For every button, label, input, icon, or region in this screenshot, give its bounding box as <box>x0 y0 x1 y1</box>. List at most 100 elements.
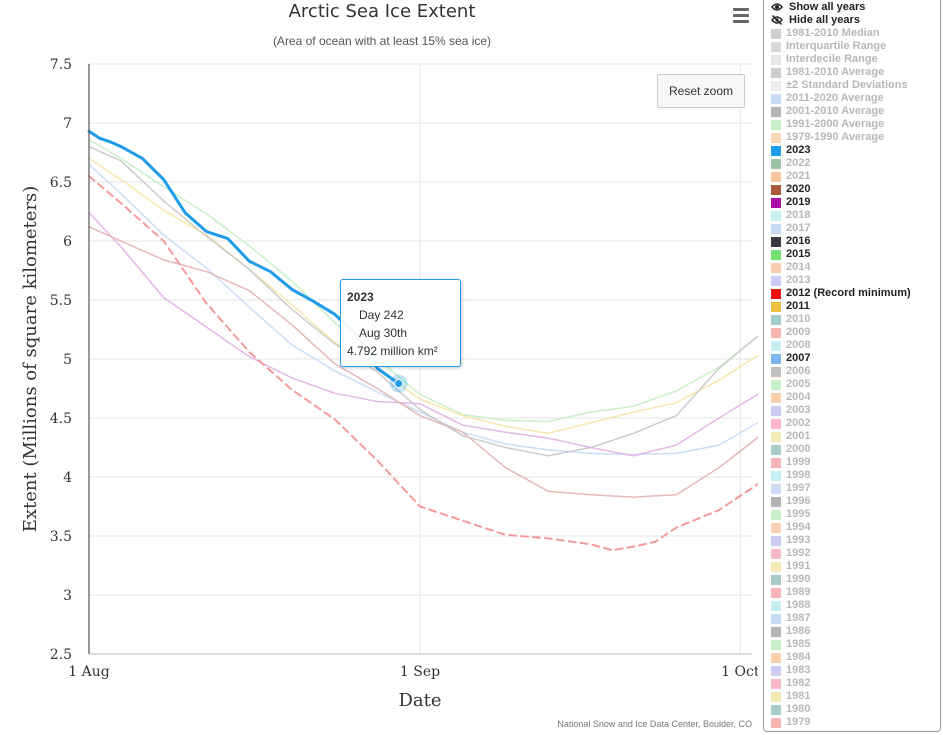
legend-item[interactable]: 2020 <box>771 183 940 196</box>
legend-item-label: 1998 <box>786 469 811 481</box>
legend-item[interactable]: 2004 <box>771 391 940 404</box>
legend-item[interactable]: 1981-2010 Average <box>771 66 940 79</box>
reset-zoom-button[interactable]: Reset zoom <box>657 74 745 108</box>
legend-item[interactable]: 1985 <box>771 638 940 651</box>
legend-item[interactable]: 1979-1990 Average <box>771 131 940 144</box>
legend-item[interactable]: 1996 <box>771 495 940 508</box>
legend-swatch <box>771 717 781 728</box>
legend-item[interactable]: 2007 <box>771 352 940 365</box>
legend-item-label: 1996 <box>786 495 811 507</box>
series-line-2016[interactable] <box>88 145 758 457</box>
legend-swatch <box>771 28 781 39</box>
legend-item[interactable]: 2015 <box>771 248 940 261</box>
legend-item[interactable]: Interquartile Range <box>771 40 940 53</box>
legend-item[interactable]: 2006 <box>771 365 940 378</box>
legend-item[interactable]: 1982 <box>771 677 940 690</box>
series-line-2012[interactable] <box>88 175 758 552</box>
series-line-2007[interactable] <box>88 163 758 456</box>
legend-item[interactable]: 1991-2000 Average <box>771 118 940 131</box>
legend-swatch <box>771 236 781 247</box>
legend-item-label: 2022 <box>786 157 811 169</box>
legend-item-label: 1982 <box>786 677 811 689</box>
legend-item[interactable]: 1990 <box>771 573 940 586</box>
legend-item[interactable]: 1999 <box>771 456 940 469</box>
legend-item[interactable]: 2019 <box>771 196 940 209</box>
legend-item[interactable]: 2000 <box>771 443 940 456</box>
legend-item[interactable]: 2016 <box>771 235 940 248</box>
x-tick-labels: 1 Aug 1 Sep 1 Oct <box>68 664 758 680</box>
legend-item[interactable]: 1997 <box>771 482 940 495</box>
legend-item[interactable]: 1980 <box>771 703 940 716</box>
legend-item[interactable]: Interdecile Range <box>771 53 940 66</box>
legend-swatch <box>771 665 781 676</box>
legend-item[interactable]: 2014 <box>771 261 940 274</box>
legend-item[interactable]: 2005 <box>771 378 940 391</box>
legend-item[interactable]: 2010 <box>771 313 940 326</box>
legend-item[interactable]: 2018 <box>771 209 940 222</box>
legend-item[interactable]: 2003 <box>771 404 940 417</box>
legend-swatch <box>771 574 781 585</box>
legend-item[interactable]: 2009 <box>771 326 940 339</box>
legend-item[interactable]: 2001 <box>771 430 940 443</box>
legend-swatch <box>771 379 781 390</box>
y-tick-label: 2.5 <box>50 647 72 663</box>
series-line-2011[interactable] <box>88 157 758 435</box>
legend-swatch <box>771 639 781 650</box>
legend-item[interactable]: 1988 <box>771 599 940 612</box>
legend-item-label: 1983 <box>786 664 811 676</box>
legend-item[interactable]: 2001-2010 Average <box>771 105 940 118</box>
extent-chart[interactable]: Arctic Sea Ice Extent (Area of ocean wit… <box>0 0 758 735</box>
legend-item[interactable]: 1979 <box>771 716 940 729</box>
legend-item-label: 1991-2000 Average <box>786 118 885 130</box>
year-legend: Show all years Hide all years 1981-2010 … <box>763 0 941 732</box>
hover-point[interactable] <box>394 379 404 389</box>
tooltip-year: 2023 <box>347 290 374 304</box>
legend-item-label: 2000 <box>786 443 811 455</box>
legend-item[interactable]: 2013 <box>771 274 940 287</box>
legend-swatch <box>771 496 781 507</box>
legend-item[interactable]: 2022 <box>771 157 940 170</box>
legend-item-label: 2007 <box>786 352 811 364</box>
legend-item[interactable]: 1987 <box>771 612 940 625</box>
legend-item-label: 1986 <box>786 625 811 637</box>
legend-item[interactable]: 1998 <box>771 469 940 482</box>
legend-item-label: 1979 <box>786 716 811 728</box>
series-line-2019[interactable] <box>88 211 758 457</box>
show-all-years-toggle[interactable]: Show all years <box>771 1 940 14</box>
legend-item-label: 1988 <box>786 599 811 611</box>
series-line-2020[interactable] <box>88 226 758 498</box>
legend-item[interactable]: 1991 <box>771 560 940 573</box>
legend-item[interactable]: 1984 <box>771 651 940 664</box>
legend-item-label: 1984 <box>786 651 811 663</box>
legend-item-label: 1979-1990 Average <box>786 131 885 143</box>
legend-item[interactable]: ±2 Standard Deviations <box>771 79 940 92</box>
legend-item[interactable]: 1993 <box>771 534 940 547</box>
legend-item[interactable]: 2012 (Record minimum) <box>771 287 940 300</box>
legend-item[interactable]: 2011 <box>771 300 940 313</box>
legend-swatch <box>771 80 781 91</box>
legend-item[interactable]: 1995 <box>771 508 940 521</box>
legend-item[interactable]: 1986 <box>771 625 940 638</box>
legend-item[interactable]: 1994 <box>771 521 940 534</box>
legend-item[interactable]: 1989 <box>771 586 940 599</box>
legend-item[interactable]: 2011-2020 Average <box>771 92 940 105</box>
y-tick-label: 5 <box>63 352 72 368</box>
y-tick-label: 3.5 <box>50 529 72 545</box>
legend-item[interactable]: 2021 <box>771 170 940 183</box>
legend-swatch <box>771 483 781 494</box>
legend-item[interactable]: 2023 <box>771 144 940 157</box>
hide-all-years-toggle[interactable]: Hide all years <box>771 14 940 27</box>
legend-item[interactable]: 1981 <box>771 690 940 703</box>
legend-item[interactable]: 2002 <box>771 417 940 430</box>
legend-item[interactable]: 1981-2010 Median <box>771 27 940 40</box>
chart-credit[interactable]: National Snow and Ice Data Center, Bould… <box>557 719 752 729</box>
legend-swatch <box>771 301 781 312</box>
legend-item[interactable]: 1983 <box>771 664 940 677</box>
legend-item[interactable]: 2008 <box>771 339 940 352</box>
legend-item-label: 2008 <box>786 339 811 351</box>
legend-item[interactable]: 2017 <box>771 222 940 235</box>
legend-item[interactable]: 1992 <box>771 547 940 560</box>
chart-menu-button[interactable] <box>728 4 754 26</box>
legend-item-label: 1997 <box>786 482 811 494</box>
series-line-2015[interactable] <box>88 138 758 423</box>
